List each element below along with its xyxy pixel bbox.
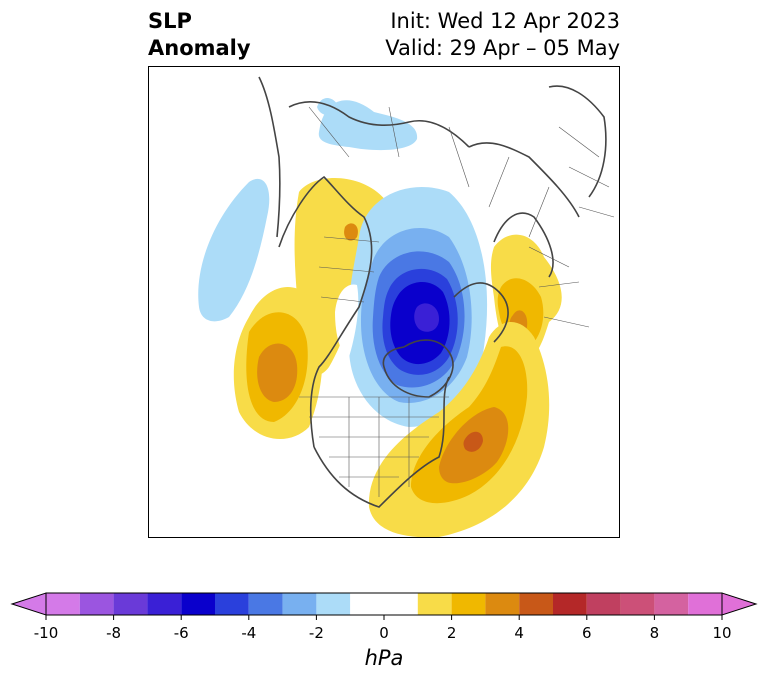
positive-anomaly-atlantic-max	[463, 431, 483, 452]
colorbar-segment	[181, 593, 215, 615]
colorbar-segment	[586, 593, 621, 615]
colorbar-segment	[215, 593, 249, 615]
title-subvariable: Anomaly	[148, 36, 251, 60]
colorbar-tick-label: 4	[514, 624, 524, 642]
colorbar-tick-label: 0	[379, 624, 389, 642]
anomaly-map	[148, 66, 620, 538]
neutral-zone	[335, 284, 359, 357]
colorbar-segment	[147, 593, 182, 615]
colorbar-tick-label: -6	[173, 624, 189, 642]
positive-anomaly-east-pacific-core	[257, 343, 298, 402]
colorbar-segment	[46, 593, 80, 615]
colorbar-segment	[113, 593, 148, 615]
negative-anomaly-pacific	[198, 178, 270, 322]
colorbar-segment	[654, 593, 689, 615]
colorbar-tick-label: -10	[33, 624, 59, 642]
colorbar	[10, 592, 758, 620]
colorbar-segment	[248, 593, 283, 615]
colorbar-tick-label: -4	[241, 624, 257, 642]
colorbar-segment	[282, 593, 317, 615]
colorbar-extend-high	[721, 592, 758, 616]
colorbar-segment	[519, 593, 553, 615]
colorbar-tick-label: 8	[649, 624, 660, 642]
colorbar-segment	[451, 593, 486, 615]
negative-anomaly-polar-min	[414, 303, 439, 332]
colorbar-segment	[417, 593, 452, 615]
colorbar-units: hPa	[364, 646, 404, 670]
colorbar-segment	[316, 593, 351, 615]
colorbar-segment	[485, 593, 520, 615]
colorbar-segment	[79, 593, 114, 615]
positive-anomaly-bering-core	[344, 223, 358, 241]
anomaly-map-canvas	[149, 67, 619, 537]
colorbar-tick-label: 2	[446, 624, 457, 642]
colorbar-tick-label: 10	[712, 624, 732, 642]
colorbar-tick-label: 6	[582, 624, 592, 642]
valid-range: Valid: 29 Apr – 05 May	[385, 36, 620, 60]
colorbar-tick-label: -2	[308, 624, 324, 642]
title-variable: SLP	[148, 9, 192, 33]
colorbar-extend-low	[10, 592, 47, 616]
init-date: Init: Wed 12 Apr 2023	[390, 9, 620, 33]
title-block-left: SLP Anomaly	[148, 8, 251, 62]
political-borders	[299, 106, 615, 497]
colorbar-ticks	[45, 615, 723, 620]
negative-anomaly-small	[317, 98, 339, 116]
colorbar-segment	[620, 593, 655, 615]
colorbar-segment	[553, 593, 587, 615]
colorbar-tick-label: -8	[106, 624, 122, 642]
colorbar-segments	[46, 593, 722, 615]
colorbar-segment	[350, 593, 418, 615]
colorbar-segment	[688, 593, 722, 615]
title-block-right: Init: Wed 12 Apr 2023 Valid: 29 Apr – 05…	[385, 8, 620, 62]
